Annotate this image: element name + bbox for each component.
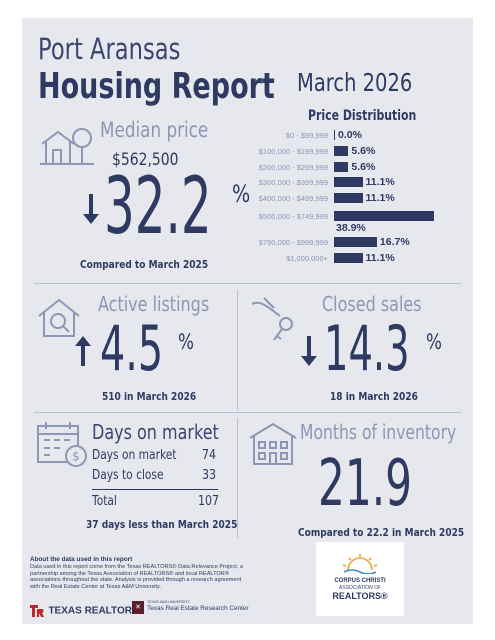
closed-sales-subtext: 18 in March 2026 [330,390,418,403]
days-on-market-subtext: 37 days less than March 2025 [86,518,238,531]
report-period: March 2026 [297,68,413,97]
price-range-label: $1,000,000+ [286,254,328,263]
price-range-value: 0.0% [338,129,362,141]
price-range-value: 38.9% [336,222,366,234]
dom-total-label: Total [92,494,117,509]
arrow-up-icon [75,336,91,366]
building-icon [249,422,297,465]
sunrise-icon [342,554,378,574]
association-line1: CORPUS CHRISTI [334,578,386,584]
about-title: About the data used in this report [30,556,133,563]
research-center-small: TEXAS A&M UNIVERSITY [147,600,190,604]
city-name: Port Aransas [38,32,181,66]
active-listings-subtext: 510 in March 2026 [102,390,197,403]
dom-row-value: 74 [202,448,217,463]
price-range-value: 5.6% [351,161,376,173]
price-range-value: 5.6% [351,145,376,157]
price-range-value: 11.1% [365,192,395,204]
report-title: Housing Report [38,66,275,107]
price-range-label: $750,000 - $999,999 [258,238,328,247]
median-price-change: 32.2 [104,162,212,252]
svg-text:$: $ [72,450,80,464]
price-range-label: $100,000 - $199,999 [258,147,328,156]
price-range-value: 11.1% [365,176,395,188]
price-range-label: $300,000 - $399,999 [258,178,328,187]
price-range-value: 11.1% [365,252,395,264]
median-price-value: $562,500 [112,150,179,170]
price-range-bar [334,146,349,156]
price-range-bar [334,237,377,247]
median-price-compare: Compared to March 2025 [80,258,209,271]
total-rule [92,489,218,490]
price-range-label: $500,000 - $749,999 [258,212,328,221]
price-range-label: $200,000 - $299,999 [258,163,328,172]
research-center-name: Texas Real Estate Research Center [147,605,249,612]
closed-sales-change: 14.3 [324,312,410,385]
column-divider [237,418,238,538]
price-range-bar [334,130,335,140]
median-price-label: Median price [100,118,209,142]
report-page: Port Aransas Housing Report March 2026 M… [22,18,473,624]
median-price-change-unit: % [232,180,251,208]
section-divider [34,283,461,284]
price-range-label: $400,000 - $499,999 [258,194,328,203]
association-line2: ASSOCIATION OF [338,585,382,591]
price-range-bar [334,177,363,187]
closed-sales-label: Closed sales [322,292,422,316]
price-range-bar [334,162,349,172]
price-range-bar [334,193,363,203]
price-range-value: 16.7% [379,236,410,248]
arrow-down-icon [83,194,99,224]
active-listings-label: Active listings [98,292,210,316]
hand-key-icon [251,297,293,341]
dom-row-label: Days to close [92,468,164,483]
house-search-icon [38,298,80,337]
column-divider [237,290,238,410]
arrow-down-icon [301,336,317,366]
dom-row-label: Days on market [92,448,177,463]
about-text: Data used in this report come from the T… [30,564,244,590]
price-range-bar [334,211,434,221]
research-center-logo: ✕ TEXAS A&M UNIVERSITY Texas Real Estate… [132,599,249,617]
price-distribution-title: Price Distribution [308,108,417,124]
association-logo: CORPUS CHRISTI ASSOCIATION OF REALTORS® [316,542,404,616]
price-range-label: $0 - $99,999 [285,131,328,140]
months-inventory-label: Months of inventory [300,420,457,444]
texas-realtors-wordmark: TEXAS REALTORS [48,605,139,617]
section-divider [34,412,461,413]
days-on-market-label: Days on market [92,420,219,444]
active-listings-change-unit: % [178,330,194,354]
price-range-bar [334,253,363,263]
dom-row-value: 33 [202,468,217,483]
dom-total-value: 107 [198,494,220,509]
house-tree-icon [40,128,94,165]
months-inventory-value: 21.9 [318,447,413,521]
months-inventory-subtext: Compared to 22.2 in March 2025 [298,526,465,539]
texas-realtors-logo: TEXAS REALTORS [30,602,139,617]
closed-sales-change-unit: % [426,330,442,354]
association-line3: REALTORS® [332,591,388,601]
calendar-dollar-icon: $ [37,422,87,467]
active-listings-change: 4.5 [100,312,164,385]
